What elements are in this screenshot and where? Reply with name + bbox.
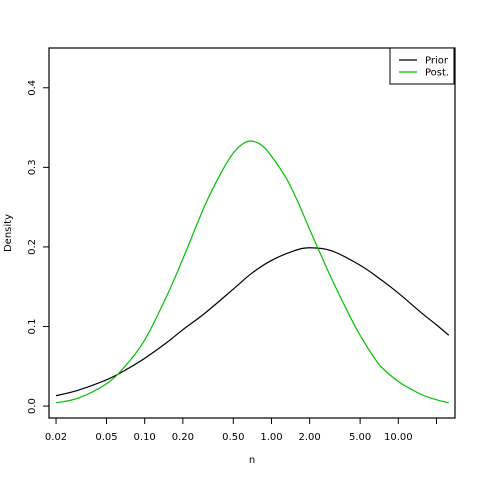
x-tick-label: 1.00 — [260, 432, 282, 443]
y-axis-title: Density — [3, 214, 14, 252]
x-tick-label: 2.00 — [299, 432, 321, 443]
plot-frame — [48, 47, 456, 419]
legend-label: Post. — [425, 68, 449, 79]
x-tick-label: 0.10 — [134, 432, 156, 443]
x-axis-title: n — [249, 455, 255, 466]
y-tick-label: 0.0 — [27, 398, 38, 414]
series-line-prior — [55, 247, 450, 397]
x-tick-label: 0.20 — [172, 432, 194, 443]
series-line-post — [55, 140, 449, 404]
series-layer — [55, 140, 450, 404]
x-tick-label: 0.02 — [45, 432, 67, 443]
y-tick-label: 0.1 — [27, 319, 38, 335]
y-tick-label: 0.4 — [27, 80, 38, 96]
plot-border — [48, 47, 456, 419]
y-tick-label: 0.2 — [27, 239, 38, 255]
x-tick-label: 10.00 — [384, 432, 413, 443]
x-axis: 0.02 0.05 0.10 0.20 0.50 1.00 2.00 5.00 10.00 — [45, 418, 437, 443]
y-tick-label: 0.3 — [27, 159, 38, 175]
y-axis: 0.0 0.1 0.2 0.3 0.4 — [27, 80, 49, 414]
x-tick-label: 5.00 — [349, 432, 371, 443]
x-tick-label: 0.50 — [222, 432, 244, 443]
legend-box — [389, 47, 455, 85]
x-tick-label: 0.05 — [95, 432, 117, 443]
legend-label: Prior — [425, 56, 449, 67]
